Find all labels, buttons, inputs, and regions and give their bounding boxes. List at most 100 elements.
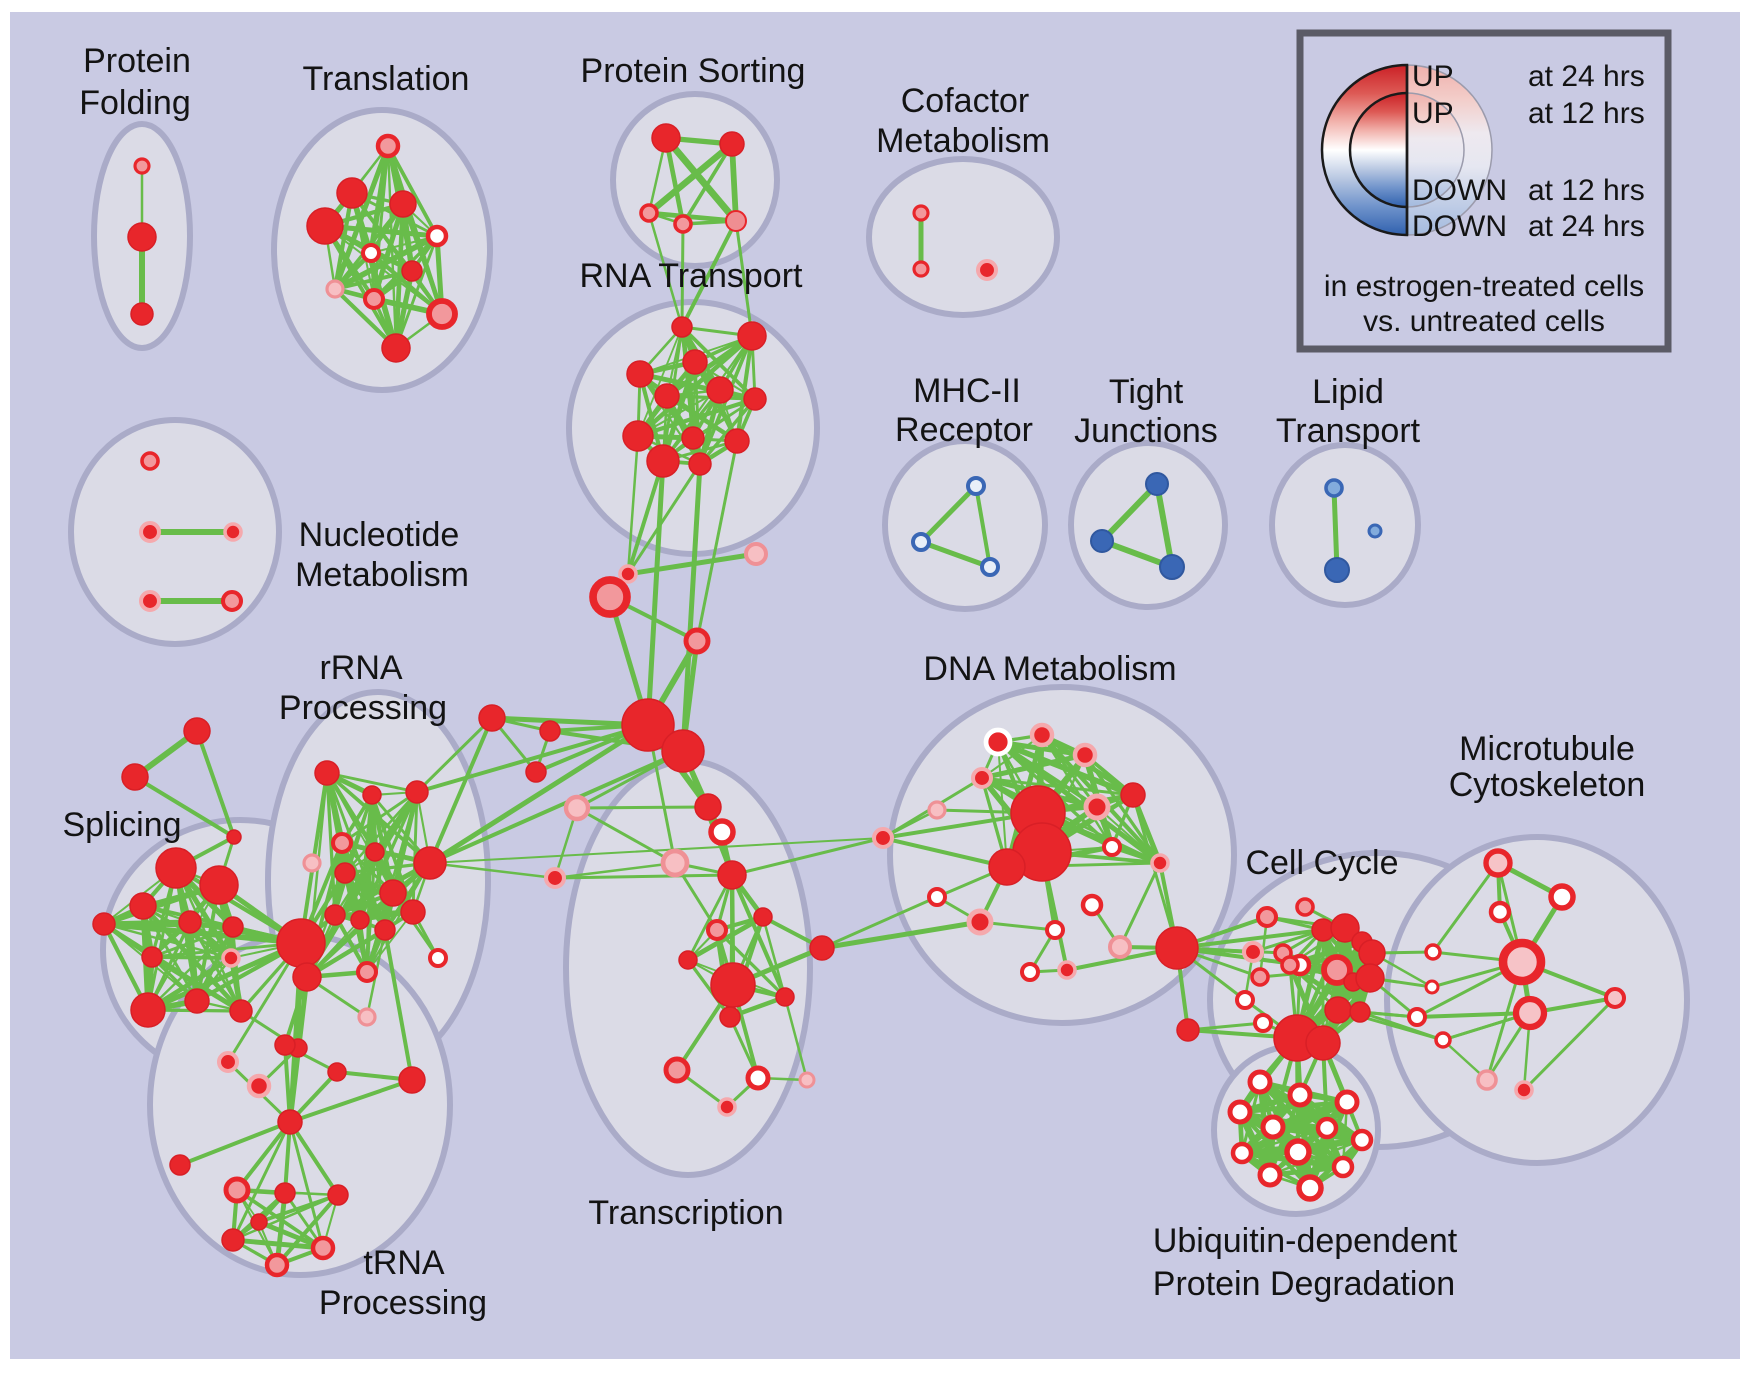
network-edge xyxy=(1358,1010,1445,1042)
network-edge xyxy=(428,749,685,865)
gene-node-R xyxy=(141,946,163,968)
gene-node-Rp xyxy=(355,960,379,984)
nodes-layer xyxy=(92,123,1627,1278)
gene-node-Rp xyxy=(362,287,386,311)
gene-node-Rw xyxy=(1045,920,1065,940)
gene-node-pp xyxy=(325,279,345,299)
network-edge xyxy=(231,1120,292,1242)
network-edge xyxy=(383,928,414,1082)
gene-node-Rw xyxy=(1284,1138,1312,1166)
network-edge xyxy=(662,134,740,225)
cluster-label-protein-folding: Folding xyxy=(79,84,191,122)
gene-node-Rp xyxy=(330,831,354,855)
cluster-label-protein-folding: Protein xyxy=(83,42,191,80)
network-edge xyxy=(981,734,1043,779)
gene-node-R xyxy=(274,1034,296,1056)
gene-node-R xyxy=(92,912,116,936)
gene-node-R xyxy=(314,760,340,786)
gene-node-B xyxy=(1324,557,1350,583)
network-edge xyxy=(1131,793,1179,950)
gene-node-R xyxy=(724,428,750,454)
gene-node-R xyxy=(678,950,698,970)
legend-direction-label: UP xyxy=(1412,60,1454,93)
gene-node-R xyxy=(121,763,149,791)
cluster-label-microtubule-cytoskeleton: Cytoskeleton xyxy=(1449,766,1646,804)
gene-node-Rw xyxy=(1488,900,1512,924)
gene-node-R xyxy=(737,321,767,351)
gene-node-Rp xyxy=(1255,905,1279,929)
network-edge xyxy=(325,771,419,794)
gene-node-R xyxy=(988,848,1026,886)
network-edge xyxy=(553,861,677,880)
cluster-label-rrna-processing: Processing xyxy=(279,689,447,727)
network-edge xyxy=(730,836,885,877)
gene-node-R xyxy=(681,426,705,450)
network-edge xyxy=(1431,861,1500,954)
network-edge xyxy=(734,219,754,338)
gene-node-R xyxy=(334,862,356,884)
network-edge xyxy=(729,141,739,224)
cluster-label-translation: Translation xyxy=(303,60,470,98)
gene-node-Rp xyxy=(220,589,244,613)
network-edge xyxy=(415,723,650,794)
network-edge xyxy=(918,483,979,545)
network-edge xyxy=(979,752,1088,781)
network-edge xyxy=(429,837,884,864)
network-edge xyxy=(980,776,1135,797)
cluster-label-nucleotide-metabolism: Nucleotide xyxy=(299,516,460,554)
gene-node-R xyxy=(365,842,385,862)
gene-node-R xyxy=(274,1182,296,1204)
network-edge xyxy=(305,891,395,979)
gene-node-Rp xyxy=(912,260,930,278)
network-edge xyxy=(340,790,419,845)
network-edge xyxy=(1415,1011,1532,1019)
gene-node-Rw xyxy=(1230,1141,1254,1165)
network-edge xyxy=(645,458,666,728)
cluster-ellipse-protein-sorting xyxy=(610,91,780,269)
gene-node-pp xyxy=(798,1071,816,1089)
network-edge xyxy=(1268,1138,1364,1177)
gene-node-pR xyxy=(1057,960,1077,980)
gene-node-pp xyxy=(1108,935,1132,959)
gene-node-R xyxy=(1176,1018,1200,1042)
network-edge xyxy=(1118,861,1162,949)
legend: UP at 24 hrs UP at 12 hrs DOWN at 12 hrs DOWN a… xyxy=(1296,29,1672,353)
gene-node-P xyxy=(725,210,747,232)
gene-node-R xyxy=(688,452,712,476)
network-edge xyxy=(257,1193,340,1224)
network-edge xyxy=(1099,481,1160,544)
gene-node-Rw xyxy=(1424,979,1440,995)
gene-node-Rpp xyxy=(1512,995,1548,1031)
network-edge xyxy=(195,729,236,839)
network-edge xyxy=(698,397,757,466)
network-edge xyxy=(783,995,809,1082)
gene-node-R xyxy=(401,260,423,282)
gene-node-pR xyxy=(223,522,243,542)
gene-node-R xyxy=(169,1154,191,1176)
network-edge xyxy=(150,925,235,959)
network-edge xyxy=(820,895,939,950)
gene-node-Bw xyxy=(980,557,1000,577)
network-edge xyxy=(575,806,677,865)
gene-node-Rw xyxy=(1247,1069,1273,1095)
gene-node-R xyxy=(710,962,756,1008)
network-edge xyxy=(386,144,439,238)
gene-node-pR xyxy=(543,866,567,890)
gene-node-R xyxy=(127,222,157,252)
gene-node-Rp xyxy=(223,1176,251,1204)
network-edge xyxy=(305,910,415,979)
cluster-label-mhc-ii-receptor: Receptor xyxy=(895,411,1033,449)
gene-node-R xyxy=(539,720,561,742)
network-edge xyxy=(881,836,1009,869)
gene-node-Rp xyxy=(912,204,930,222)
gene-node-B xyxy=(1145,472,1169,496)
gene-node-B xyxy=(1090,529,1114,553)
gene-node-R xyxy=(389,190,417,218)
gene-node-R xyxy=(250,1213,268,1231)
gene-node-R xyxy=(336,177,368,209)
gene-node-R xyxy=(809,935,835,961)
network-edge xyxy=(686,958,732,1019)
gene-node-R xyxy=(229,999,253,1023)
network-edge xyxy=(1331,485,1340,573)
gene-node-Rw xyxy=(1350,1128,1374,1152)
